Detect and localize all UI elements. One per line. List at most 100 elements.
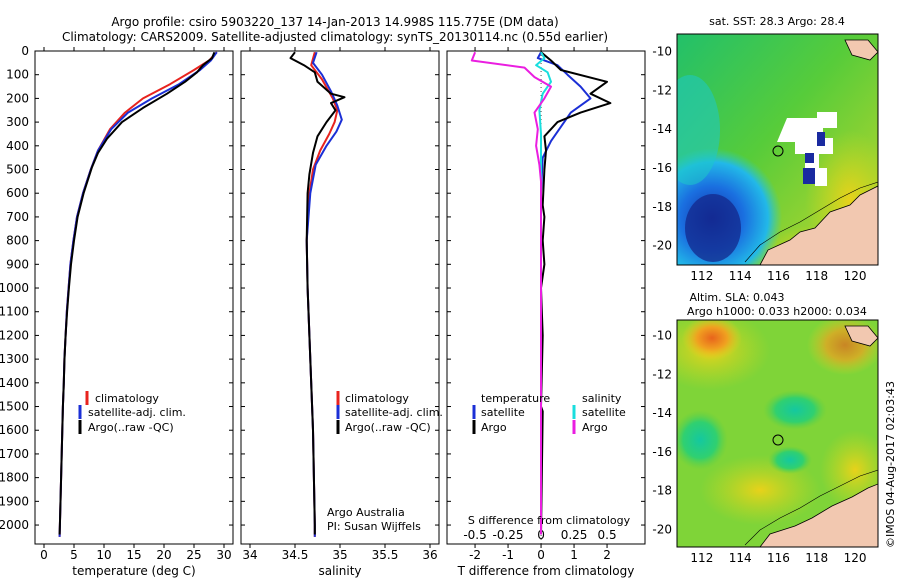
figure-title-line2: Climatology: CARS2009. Satellite-adjuste… (62, 30, 608, 44)
legend-label-satellite: satellite-adj. clim. (345, 406, 443, 419)
sla-high-orange (682, 320, 742, 360)
map-y-tick-label: -20 (652, 523, 672, 537)
map-y-tick-label: -16 (652, 161, 672, 175)
series-line-t-argo (540, 51, 612, 535)
x-tick-label: -2 (469, 548, 481, 562)
s-diff-tick-label: -0.25 (493, 528, 524, 542)
x-tick-label: 35 (332, 548, 347, 562)
difference-legend: temperature satellite Argo salinity sate… (472, 392, 626, 434)
sla-land-patch (844, 325, 878, 347)
series-line-s-argo (470, 51, 552, 535)
map-x-tick-label: 118 (805, 551, 828, 565)
sla-map-frame (676, 319, 879, 548)
sst-map-frame (676, 33, 879, 266)
s-diff-tick-label: -0.5 (463, 528, 486, 542)
legend-label-satellite: satellite-adj. clim. (88, 406, 186, 419)
x-tick-label: 30 (216, 548, 231, 562)
imos-credit: ©IMOS 04-Aug-2017 02:03:43 (884, 381, 897, 548)
sst-cloud-mask-cold (803, 168, 815, 184)
series-line-climatology (305, 51, 339, 537)
sla-low-mid (768, 446, 812, 474)
profile-lines (58, 51, 612, 537)
legend-label-t-satellite: satellite (481, 406, 525, 419)
x-tick-label: 5 (70, 548, 78, 562)
y-tick-label: 1600 (0, 423, 29, 437)
legend-label-s-argo: Argo (582, 421, 608, 434)
sla-map (677, 320, 878, 547)
legend-label-argo: Argo(..raw -QC) (88, 421, 174, 434)
figure-title-line1: Argo profile: csiro 5903220_137 14-Jan-2… (111, 15, 558, 29)
y-tick-label: 2000 (0, 518, 29, 532)
sla-map-title-line2: Argo h1000: 0.033 h2000: 0.034 (687, 305, 867, 318)
sla-bathymetry-contour (744, 469, 878, 546)
y-tick-label: 900 (6, 257, 29, 271)
map-y-tick-label: -14 (652, 122, 672, 136)
sst-cloud-mask (777, 112, 837, 186)
y-tick-label: 0 (21, 44, 29, 58)
map-x-tick-label: 120 (844, 551, 867, 565)
x-tick-label: 2 (603, 548, 611, 562)
s-difference-axis-label: S difference from climatology (468, 514, 631, 527)
map-x-tick-label: 116 (767, 551, 790, 565)
x-tick-label: 1 (570, 548, 578, 562)
series-line-s-satellite (535, 51, 552, 535)
map-x-tick-label: 114 (729, 551, 752, 565)
map-y-tick-label: -12 (652, 83, 672, 97)
sst-cloud-mask-cold (805, 153, 814, 163)
map-y-tick-label: -10 (652, 329, 672, 343)
legend-label-argo: Argo(..raw -QC) (345, 421, 431, 434)
argo-australia-annotation: Argo Australia (327, 506, 405, 519)
x-tick-label: 36 (422, 548, 437, 562)
salinity-legend: climatology satellite-adj. clim. Argo(..… (336, 391, 443, 434)
sst-bathymetry-contour (744, 181, 878, 263)
legend-label-s-satellite: satellite (582, 406, 626, 419)
x-tick-label: 0 (537, 548, 545, 562)
map-y-tick-label: -18 (652, 200, 672, 214)
x-tick-label: 34 (242, 548, 257, 562)
salinity-axis-label: salinity (318, 564, 361, 578)
y-tick-label: 1100 (0, 305, 29, 319)
x-tick-label: 34.5 (282, 548, 309, 562)
sla-high-southeast (820, 430, 878, 510)
s-diff-tick-label: 0.25 (561, 528, 588, 542)
y-tick-label: 1900 (0, 494, 29, 508)
x-tick-label: -1 (502, 548, 514, 562)
sla-australia-land (759, 483, 878, 547)
x-tick-label: 35.5 (372, 548, 399, 562)
map-y-tick-label: -18 (652, 484, 672, 498)
y-tick-label: 1800 (0, 471, 29, 485)
series-line-climatology (58, 51, 218, 537)
s-diff-tick-label: 0.5 (598, 528, 617, 542)
sst-map-title: sat. SST: 28.3 Argo: 28.4 (709, 15, 845, 28)
series-line-argo-raw-qc (289, 51, 346, 535)
y-tick-label: 700 (6, 210, 29, 224)
difference-panel-frame (446, 50, 646, 545)
x-tick-label: 10 (96, 548, 111, 562)
series-line-satellite-adj-clim (58, 51, 218, 537)
legend-header-temperature: temperature (481, 392, 550, 405)
y-tick-label: 1500 (0, 400, 29, 414)
sst-cool-west (677, 75, 720, 185)
y-tick-label: 1700 (0, 447, 29, 461)
sst-profile-marker (772, 145, 784, 157)
pi-annotation: PI: Susan Wijffels (327, 520, 421, 533)
x-tick-label: 0 (40, 548, 48, 562)
sst-map (677, 34, 878, 265)
map-y-tick-label: -14 (652, 406, 672, 420)
sla-map-title-line1: Altim. SLA: 0.043 (689, 291, 784, 304)
map-x-tick-label: 112 (690, 551, 713, 565)
x-tick-label: 20 (156, 548, 171, 562)
map-x-tick-label: 120 (844, 269, 867, 283)
map-x-tick-label: 114 (729, 269, 752, 283)
y-tick-label: 1400 (0, 376, 29, 390)
legend-label-climatology: climatology (95, 392, 159, 405)
temperature-panel-frame (34, 50, 234, 545)
legend-label-t-argo: Argo (481, 421, 507, 434)
sst-cool-pool-core (685, 194, 741, 262)
axis-ticks: 0100200300400500600700800900100011001200… (0, 44, 866, 565)
series-line-t-satellite (536, 51, 592, 535)
map-x-tick-label: 118 (805, 269, 828, 283)
temperature-axis-label: temperature (deg C) (72, 564, 195, 578)
map-x-tick-label: 112 (690, 269, 713, 283)
